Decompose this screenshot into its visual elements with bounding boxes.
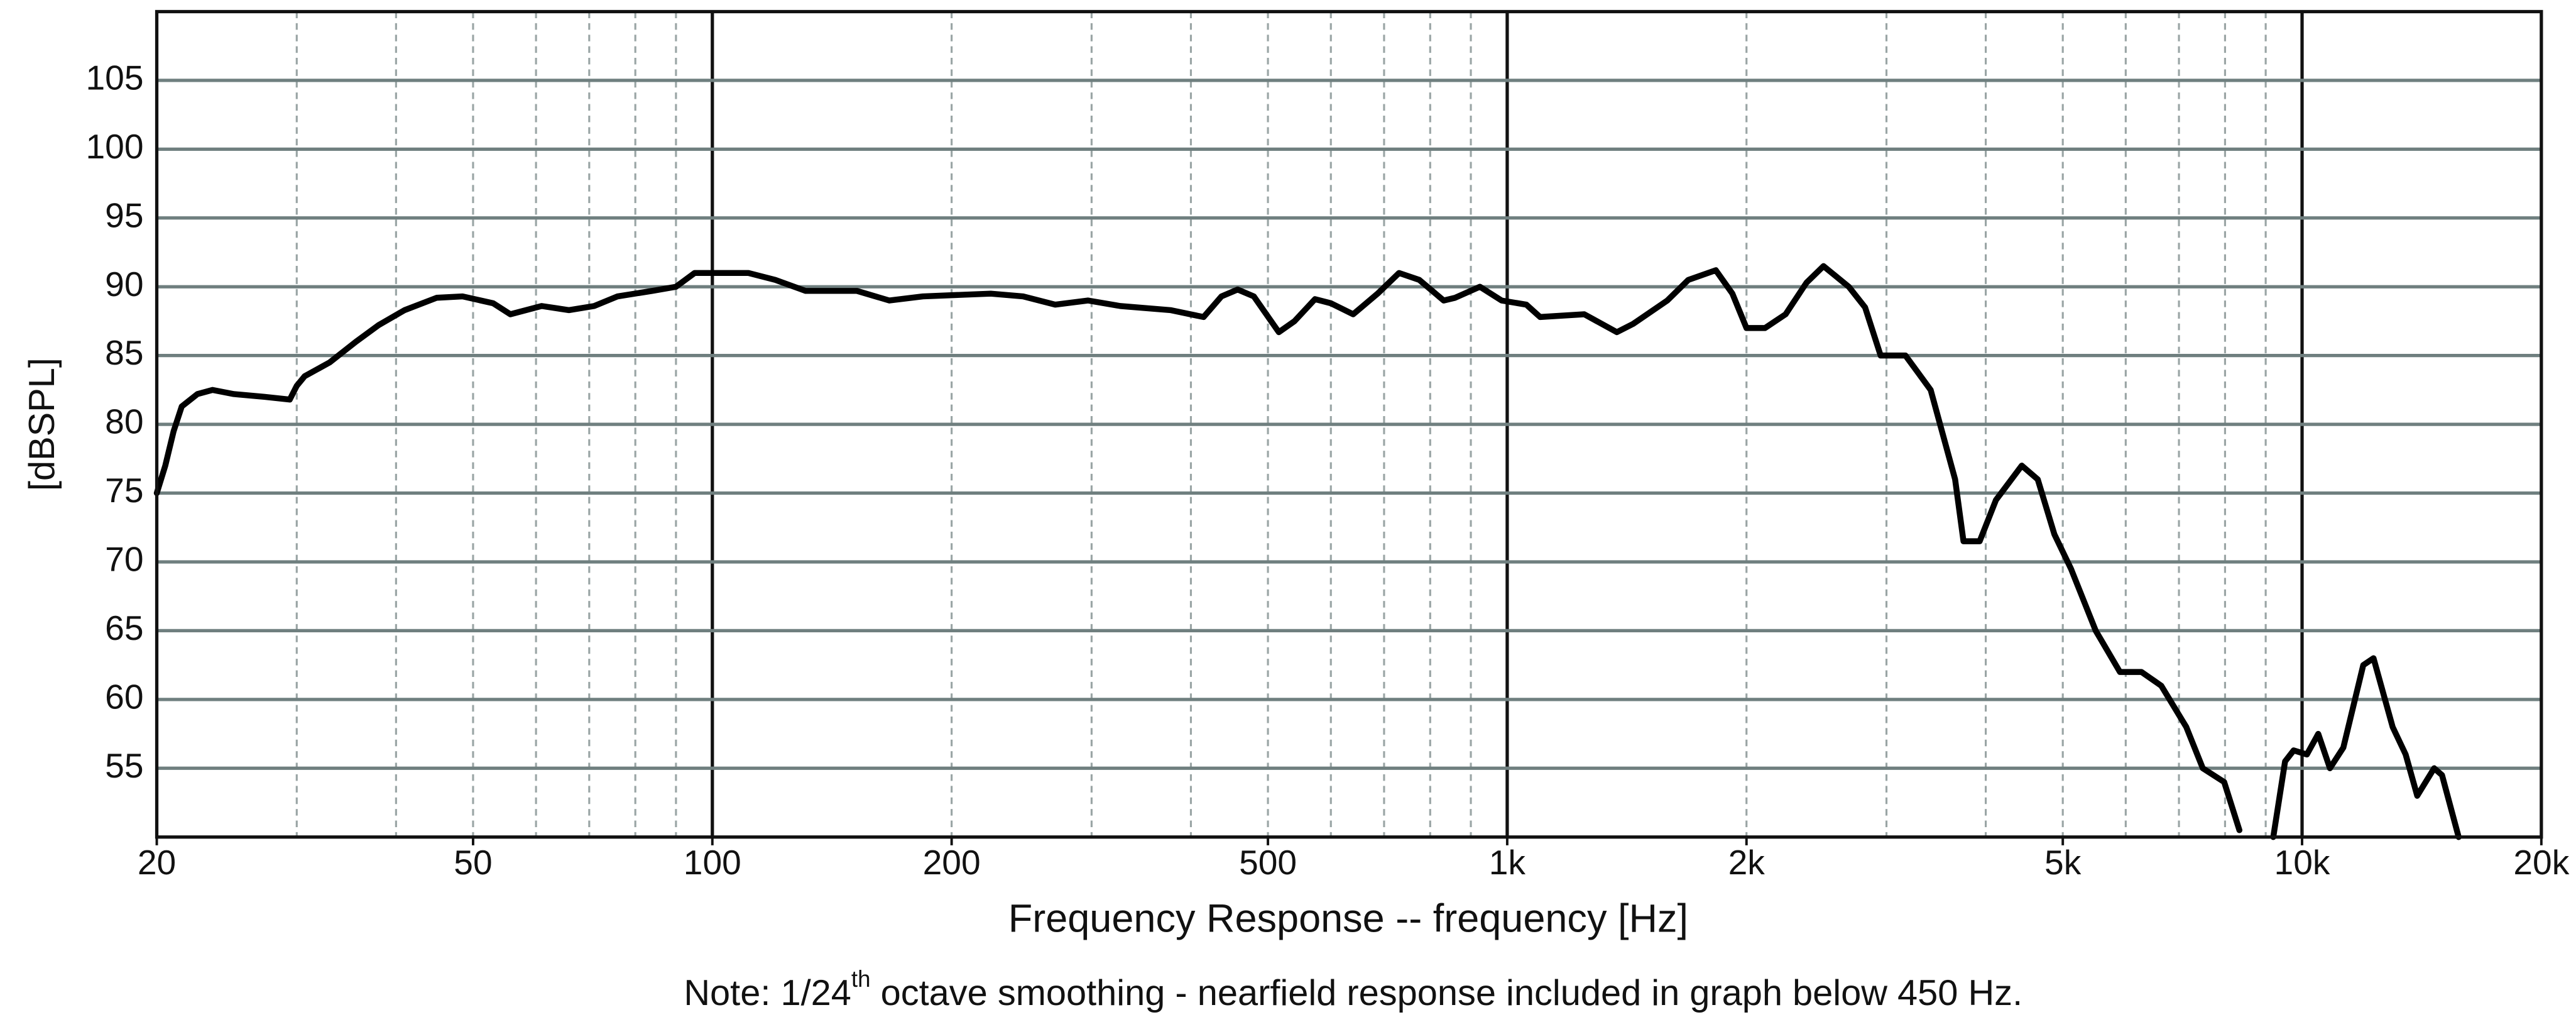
- x-tick-label: 200: [923, 843, 981, 882]
- plot-area: [153, 9, 2543, 840]
- labels: 55 60 65 70 75 80 85 90 95 100 105 20 50 100 200 500 1k 2…: [86, 58, 2570, 881]
- x-axis-label: Frequency Response -- frequency [Hz]: [1008, 896, 1688, 940]
- response-curve: [153, 263, 2462, 840]
- y-tick-label: 95: [105, 195, 143, 234]
- y-tick-label: 55: [105, 746, 143, 785]
- y-axis-label: [dBSPL]: [22, 358, 62, 491]
- y-tick-label: 70: [105, 540, 143, 579]
- y-tick-label: 85: [105, 333, 143, 372]
- grid: [156, 11, 2541, 837]
- y-tick-label: 80: [105, 402, 143, 441]
- x-tick-label: 10k: [2274, 843, 2330, 882]
- note-superscript: th: [851, 966, 871, 992]
- x-tick-label: 20: [138, 843, 176, 882]
- x-tick-label: 2k: [1728, 843, 1766, 882]
- y-tick-label: 105: [86, 58, 144, 97]
- plot-frame: [155, 9, 2543, 839]
- x-tick-label: 20k: [2513, 843, 2569, 882]
- x-tick-label: 50: [454, 843, 492, 882]
- x-tick-label: 500: [1239, 843, 1297, 882]
- note-text: Note: 1/24: [684, 973, 851, 1013]
- x-tick-label: 5k: [2044, 843, 2082, 882]
- note: Note: 1/24th octave smoothing - nearfiel…: [684, 966, 2022, 1013]
- y-tick-label: 100: [86, 127, 144, 166]
- y-tick-label: 60: [105, 677, 143, 716]
- y-tick-label: 75: [105, 471, 143, 510]
- x-tick-label: 1k: [1489, 843, 1526, 882]
- x-tick-label: 100: [684, 843, 741, 882]
- y-tick-label: 65: [105, 608, 143, 647]
- y-tick-label: 90: [105, 265, 143, 304]
- note-text: octave smoothing - nearfield response in…: [871, 973, 2023, 1013]
